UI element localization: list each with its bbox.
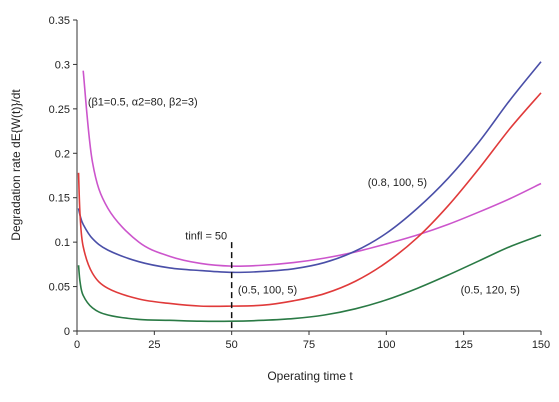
y-tick-label: 0.05 xyxy=(49,282,70,294)
y-axis-title: Degradation rate dE{W(t)}/dt xyxy=(9,89,23,241)
annotation-label-2: (0.8, 100, 5) xyxy=(368,177,427,189)
plot-area xyxy=(77,61,542,331)
y-tick-label: 0.25 xyxy=(49,104,70,116)
x-tick-label: 50 xyxy=(226,339,238,351)
y-tick-label: 0.1 xyxy=(55,237,70,249)
ticks: 0 25 50 75 100 125 150 0 0.05 0.1 0.15 0.2 0.25 0.3 0.… xyxy=(49,15,551,351)
annotation-label-4: (0.5, 120, 5) xyxy=(461,285,520,297)
annotation-label-5: tinfl = 50 xyxy=(185,230,227,242)
y-tick-label: 0.3 xyxy=(55,59,70,71)
annotation-label-3: (0.5, 100, 5) xyxy=(238,285,297,297)
y-tick-label: 0.35 xyxy=(49,15,70,27)
y-tick-label: 0.2 xyxy=(55,148,70,160)
series-line-2 xyxy=(77,61,542,274)
annotation-label-1: (β1=0.5, α2=80, β2=3) xyxy=(88,96,198,108)
y-tick-label: 0 xyxy=(64,326,70,338)
series-line-1 xyxy=(82,70,542,268)
annotations: (β1=0.5, α2=80, β2=3) (0.8, 100, 5) (0.5, … xyxy=(88,96,520,296)
x-tick-label: 0 xyxy=(74,339,80,351)
x-tick-label: 25 xyxy=(148,339,160,351)
x-tick-label: 150 xyxy=(532,339,550,351)
x-tick-label: 125 xyxy=(454,339,472,351)
x-tick-label: 100 xyxy=(377,339,395,351)
series-line-4 xyxy=(77,234,542,323)
x-axis-title: Operating time t xyxy=(267,369,353,383)
y-tick-label: 0.15 xyxy=(49,193,70,205)
x-tick-label: 75 xyxy=(303,339,315,351)
series-line-3 xyxy=(77,92,542,308)
